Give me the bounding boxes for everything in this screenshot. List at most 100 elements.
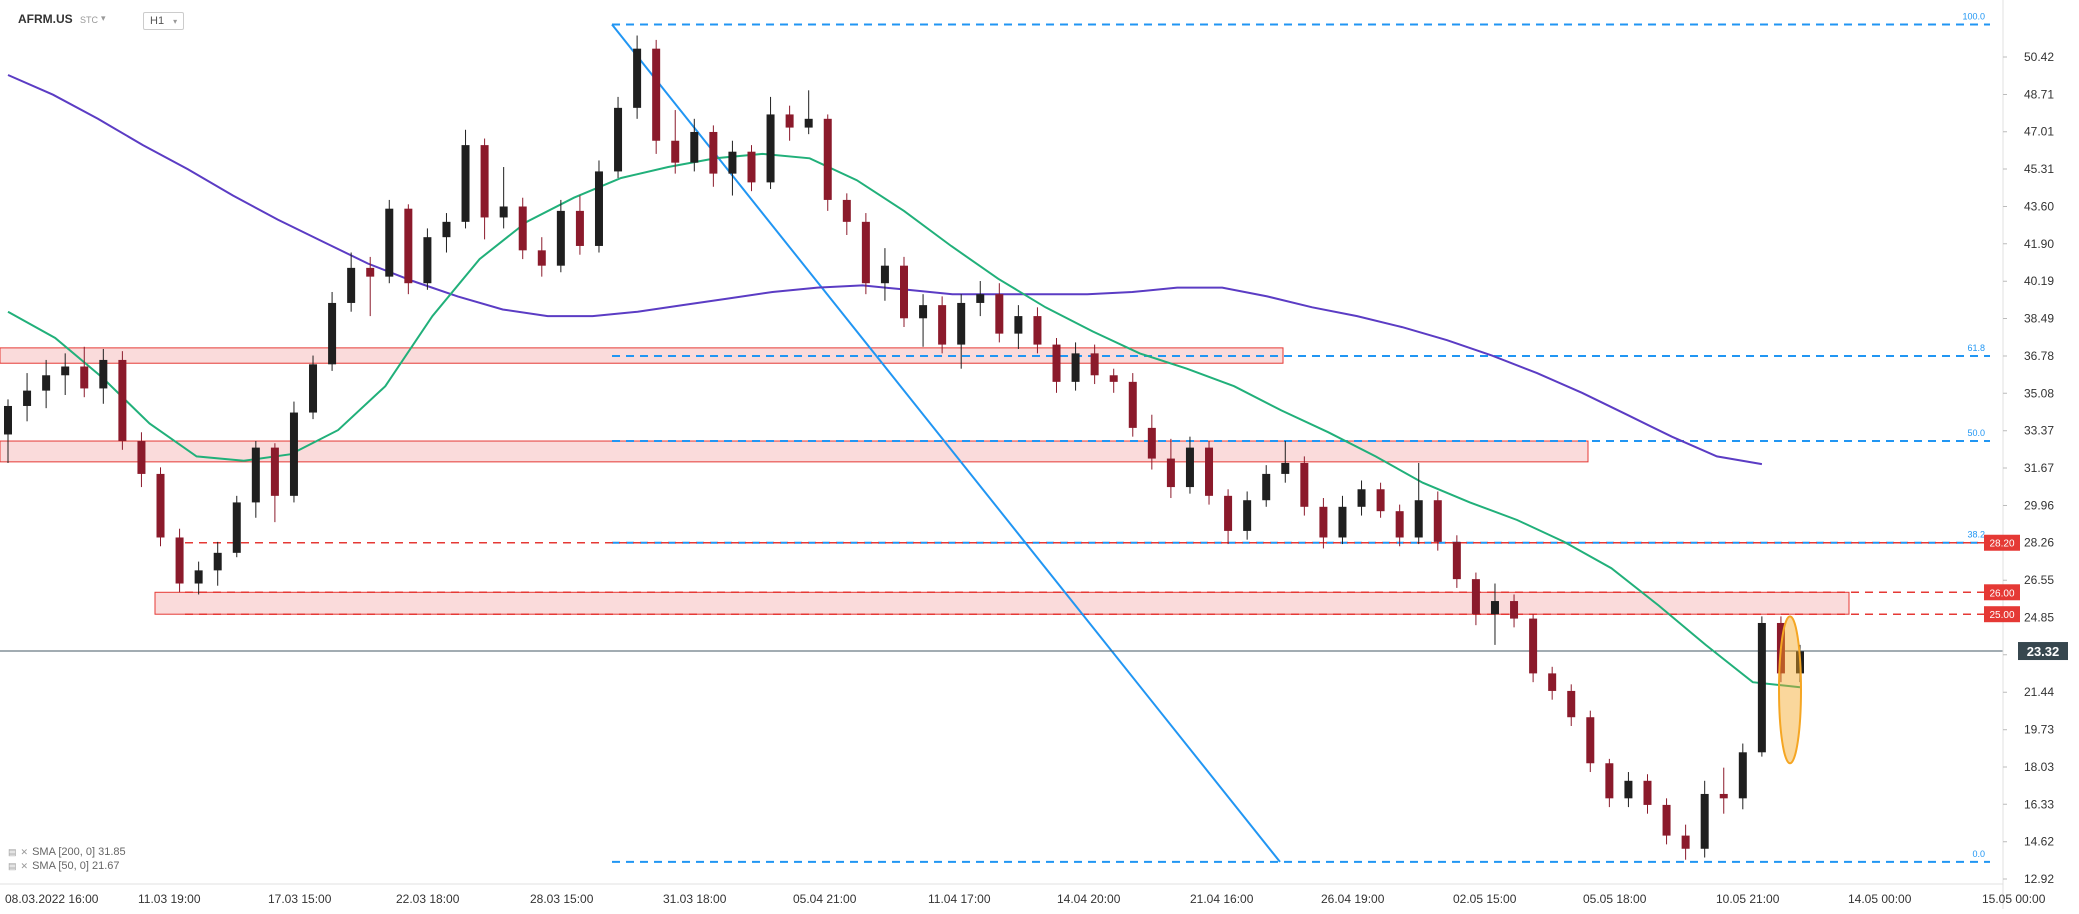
time-tick-label: 15.05 00:00 — [1982, 892, 2046, 906]
candle-body — [1281, 462, 1290, 474]
timeframe-select[interactable]: H1 ▾ — [143, 12, 185, 30]
settings-icon[interactable]: ▤ — [8, 861, 17, 871]
candle-body — [556, 210, 565, 266]
candle-body — [766, 114, 775, 183]
price-tag-red-label: 26.00 — [1989, 588, 2014, 599]
candle-body — [328, 302, 337, 365]
time-tick-label: 22.03 18:00 — [396, 892, 460, 906]
time-tick-label: 14.04 20:00 — [1057, 892, 1121, 906]
candle-body — [1319, 506, 1328, 538]
candle-body — [1510, 601, 1519, 619]
candle-body — [1262, 473, 1271, 501]
legend-sma50-label: SMA [50, 0] 21.67 — [32, 860, 120, 872]
time-tick-label: 26.04 19:00 — [1321, 892, 1385, 906]
candle-body — [232, 502, 241, 553]
price-tick-label: 47.01 — [2024, 125, 2054, 139]
candle-body — [23, 390, 32, 406]
candle-body — [270, 447, 279, 496]
candle-body — [1662, 804, 1671, 836]
candle-body — [1605, 763, 1614, 799]
candle-body — [804, 118, 813, 128]
time-tick-label: 11.03 19:00 — [138, 892, 201, 906]
price-tick-label: 40.19 — [2024, 274, 2054, 288]
legend-sma200[interactable]: ▤ ✕ SMA [200, 0] 31.85 — [8, 846, 126, 858]
candle-body — [99, 359, 108, 389]
candle-body — [1338, 506, 1347, 538]
close-icon[interactable]: ✕ — [20, 861, 29, 871]
candle-body — [690, 131, 699, 163]
candle-body — [347, 267, 356, 303]
resistance-zone — [154, 591, 1850, 615]
time-tick-label: 31.03 18:00 — [663, 892, 727, 906]
candle-body — [518, 206, 527, 251]
candle-body — [1071, 353, 1080, 382]
candle-body — [385, 208, 394, 277]
candle-body — [861, 221, 870, 284]
candle-body — [499, 206, 508, 218]
candle-body — [1414, 500, 1423, 538]
current-price-tag-label: 23.32 — [2027, 644, 2060, 659]
candle-body — [919, 305, 928, 319]
legend-sma50[interactable]: ▤ ✕ SMA [50, 0] 21.67 — [8, 860, 120, 872]
legend-sma200-label: SMA [200, 0] 31.85 — [32, 846, 126, 858]
price-tick-label: 31.67 — [2024, 461, 2054, 475]
candle-body — [938, 305, 947, 345]
candle-body — [1300, 462, 1309, 507]
price-tag-red — [1984, 606, 2020, 623]
price-tick-label: 35.08 — [2024, 386, 2054, 400]
candle-body — [633, 48, 642, 108]
symbol-label[interactable]: AFRM.US — [18, 12, 73, 26]
price-tick-label: 14.62 — [2024, 835, 2054, 849]
overlay-layer — [1778, 615, 1802, 765]
time-tick-label: 14.05 00:00 — [1848, 892, 1912, 906]
candle-body — [289, 412, 298, 496]
candle-body — [1224, 495, 1233, 531]
candle-body — [309, 364, 318, 413]
price-tick-label: 18.03 — [2024, 760, 2054, 774]
settings-icon[interactable]: ▤ — [8, 847, 17, 857]
price-tick-label: 48.71 — [2024, 87, 2054, 101]
chevron-down-icon[interactable]: ▾ — [101, 13, 106, 23]
candle-body — [213, 552, 222, 571]
candle-body — [42, 375, 51, 391]
candle-body — [1376, 489, 1385, 512]
price-tag-red — [1984, 534, 2020, 551]
price-tag-red-label: 28.20 — [1989, 539, 2014, 550]
candle-body — [156, 473, 165, 538]
price-type-label[interactable]: STC — [80, 15, 98, 25]
candle-body — [957, 302, 966, 345]
candle-body — [1471, 579, 1480, 615]
candle-body — [1586, 717, 1595, 764]
candle-body — [575, 210, 584, 246]
candle-body — [80, 366, 89, 389]
candle-body — [251, 447, 260, 503]
price-tick-label: 41.90 — [2024, 237, 2054, 251]
price-tick-label: 26.55 — [2024, 573, 2054, 587]
candle-body — [4, 405, 12, 435]
candle-body — [61, 366, 70, 376]
highlight-ellipse — [1778, 615, 1802, 765]
candle-body — [594, 171, 603, 246]
close-icon[interactable]: ✕ — [20, 847, 29, 857]
time-tick-label: 28.03 15:00 — [530, 892, 594, 906]
candle-body — [1014, 316, 1023, 334]
candle-body — [652, 48, 661, 141]
candle-body — [1166, 458, 1175, 488]
candle-body — [1052, 344, 1061, 382]
price-tag-red-label: 25.00 — [1989, 610, 2014, 621]
fib-level-label: 61.8 — [1967, 343, 1985, 353]
price-tick-label: 33.37 — [2024, 424, 2054, 438]
candle-body — [366, 267, 375, 277]
price-tick-label: 38.49 — [2024, 312, 2054, 326]
candle-body — [480, 145, 489, 218]
candle-body — [842, 199, 851, 222]
candle-body — [1357, 489, 1366, 507]
candle-body — [1624, 780, 1633, 799]
candle-body — [728, 151, 737, 174]
candle-body — [1529, 618, 1538, 674]
candle-body — [1243, 500, 1252, 531]
chevron-down-icon: ▾ — [173, 17, 178, 26]
